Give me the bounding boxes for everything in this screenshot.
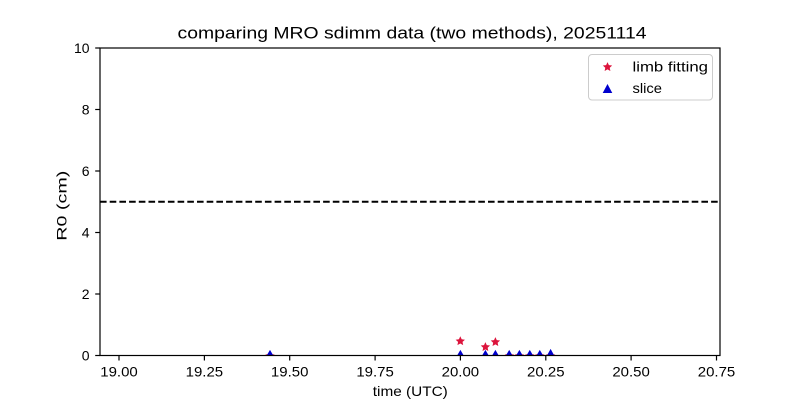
- svg-text:comparing MRO sdimm data (two: comparing MRO sdimm data (two methods), …: [178, 24, 647, 43]
- svg-text:20.00: 20.00: [442, 364, 480, 380]
- svg-text:4: 4: [82, 225, 90, 241]
- svg-text:time (UTC): time (UTC): [373, 383, 448, 399]
- svg-text:10: 10: [74, 40, 90, 56]
- svg-text:19.00: 19.00: [100, 364, 138, 380]
- svg-text:6: 6: [82, 163, 90, 179]
- svg-text:20.75: 20.75: [698, 364, 736, 380]
- svg-text:R0 (cm): R0 (cm): [54, 171, 70, 241]
- svg-text:0: 0: [82, 348, 90, 364]
- svg-text:19.75: 19.75: [356, 364, 394, 380]
- svg-text:slice: slice: [633, 80, 663, 96]
- svg-text:limb fitting: limb fitting: [633, 58, 709, 74]
- svg-text:19.25: 19.25: [186, 364, 224, 380]
- svg-text:19.50: 19.50: [271, 364, 309, 380]
- svg-text:20.25: 20.25: [527, 364, 565, 380]
- svg-text:8: 8: [82, 102, 90, 118]
- svg-text:20.50: 20.50: [612, 364, 650, 380]
- svg-text:2: 2: [82, 286, 90, 302]
